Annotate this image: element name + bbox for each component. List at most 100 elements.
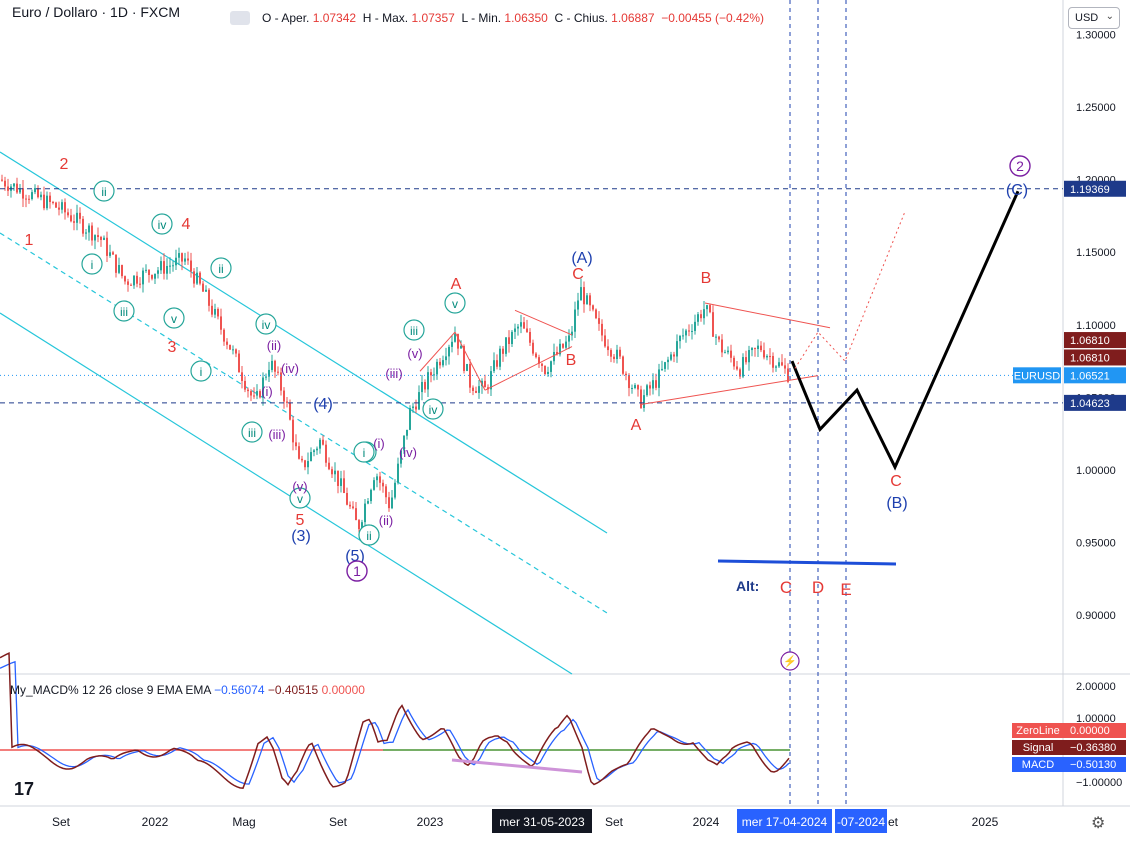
wave-label-red: 3 bbox=[168, 339, 177, 356]
change-value: −0.00455 (−0.42%) bbox=[661, 11, 764, 25]
price-tick-label: 1.00000 bbox=[1076, 465, 1116, 477]
candle-body bbox=[592, 305, 594, 310]
macd-tag-bg bbox=[1012, 757, 1064, 772]
candle-body bbox=[85, 232, 87, 234]
candle-body bbox=[358, 520, 360, 530]
candle-body bbox=[763, 350, 765, 358]
candle-body bbox=[472, 387, 474, 391]
candle-body bbox=[196, 272, 198, 284]
candle-body bbox=[676, 341, 678, 357]
wave-label-blue: (A) bbox=[571, 250, 592, 267]
macd-name: My_MACD% bbox=[10, 683, 79, 697]
candle-body bbox=[187, 258, 189, 261]
candle-body bbox=[235, 349, 237, 354]
candle-body bbox=[442, 360, 444, 366]
candle-body bbox=[721, 339, 723, 353]
candle-body bbox=[124, 276, 126, 282]
support-line[interactable] bbox=[717, 559, 897, 566]
visibility-toggle-icon[interactable] bbox=[230, 11, 250, 25]
wave-marker-green bbox=[151, 213, 173, 235]
candle-body bbox=[190, 260, 192, 272]
wave-label-purple: (ii) bbox=[379, 513, 393, 528]
price-tick-label: 1.30000 bbox=[1076, 29, 1116, 41]
candle-body bbox=[457, 333, 459, 349]
candle-body bbox=[40, 194, 42, 198]
candle-body bbox=[385, 486, 387, 498]
candle-body bbox=[49, 195, 51, 203]
price-tick-label: 1.10000 bbox=[1076, 320, 1116, 332]
candle-body bbox=[691, 330, 693, 332]
channel-lower-line[interactable] bbox=[0, 312, 573, 675]
candle-body bbox=[673, 354, 675, 357]
wave-label-green: v bbox=[171, 312, 177, 326]
candle-body bbox=[79, 212, 81, 219]
candle-body bbox=[301, 458, 303, 461]
candle-body bbox=[76, 212, 78, 223]
price-tick-label: 0.95000 bbox=[1076, 538, 1116, 550]
projection-alt-path[interactable] bbox=[794, 211, 906, 369]
candle-body bbox=[739, 369, 741, 377]
settings-gear-icon[interactable]: ⚙ bbox=[1091, 815, 1106, 832]
macd-tag-name: ZeroLine bbox=[1016, 725, 1059, 737]
event-marker-icon[interactable] bbox=[780, 651, 800, 671]
candle-body bbox=[484, 380, 486, 388]
open-value: 1.07342 bbox=[312, 11, 357, 25]
candle-body bbox=[709, 305, 711, 313]
trend-line[interactable] bbox=[639, 375, 819, 406]
candle-body bbox=[46, 195, 48, 209]
wave-label-purple: (iv) bbox=[281, 361, 299, 376]
candle-body bbox=[781, 362, 783, 366]
candle-body bbox=[160, 261, 162, 271]
time-tick-label: Mag bbox=[232, 815, 255, 829]
candle-body bbox=[373, 480, 375, 490]
candle-body bbox=[517, 326, 519, 329]
wave-label-red: A bbox=[451, 276, 462, 293]
candle-body bbox=[211, 305, 213, 315]
candle-body bbox=[61, 202, 63, 210]
candle-body bbox=[325, 444, 327, 463]
candle-body bbox=[361, 522, 363, 530]
trend-line[interactable] bbox=[484, 346, 573, 391]
trend-line[interactable] bbox=[454, 331, 486, 391]
candle-body bbox=[199, 272, 201, 284]
projection-path[interactable] bbox=[790, 190, 1020, 471]
candle-body bbox=[730, 350, 732, 358]
candle-body bbox=[16, 183, 18, 193]
candle-body bbox=[151, 274, 153, 279]
candle-body bbox=[439, 361, 441, 366]
candle-body bbox=[511, 331, 513, 345]
trend-line[interactable] bbox=[514, 309, 573, 336]
candle-body bbox=[613, 356, 615, 360]
macd-legend[interactable]: My_MACD% 12 26 close 9 EMA EMA −0.56074 … bbox=[10, 683, 365, 697]
macd-value-text: −0.36380 bbox=[1070, 742, 1116, 754]
wave-marker-circled bbox=[1009, 155, 1031, 177]
macd-value-text: 0.00000 bbox=[1070, 725, 1110, 737]
price-label-text: 1.04623 bbox=[1070, 398, 1110, 410]
macd-tick-label: 2.00000 bbox=[1076, 681, 1116, 693]
channel-upper-line[interactable] bbox=[0, 151, 608, 534]
trend-line[interactable] bbox=[704, 302, 831, 329]
candle-body bbox=[307, 461, 309, 468]
macd-tag-name: Signal bbox=[1023, 742, 1054, 754]
candle-body bbox=[394, 482, 396, 498]
candle-body bbox=[769, 355, 771, 357]
divergence-line[interactable] bbox=[451, 758, 583, 774]
candle-body bbox=[118, 265, 120, 273]
candle-body bbox=[241, 372, 243, 381]
wave-label-purple: (v) bbox=[407, 346, 422, 361]
chevron-down-icon: ⌄ bbox=[1105, 11, 1114, 22]
candle-body bbox=[760, 345, 762, 351]
channel-middle-line[interactable] bbox=[0, 232, 608, 614]
candle-body bbox=[208, 289, 210, 306]
trend-line[interactable] bbox=[419, 331, 456, 372]
wave-marker-green bbox=[255, 313, 277, 335]
candle-body bbox=[568, 335, 570, 342]
symbol-tag-text: EURUSD bbox=[1014, 370, 1061, 382]
candle-body bbox=[466, 364, 468, 371]
currency-selector[interactable]: USD ⌄ bbox=[1068, 7, 1120, 29]
candle-body bbox=[625, 373, 627, 376]
time-tick-label: Set bbox=[329, 815, 348, 829]
signal-line bbox=[0, 652, 790, 790]
